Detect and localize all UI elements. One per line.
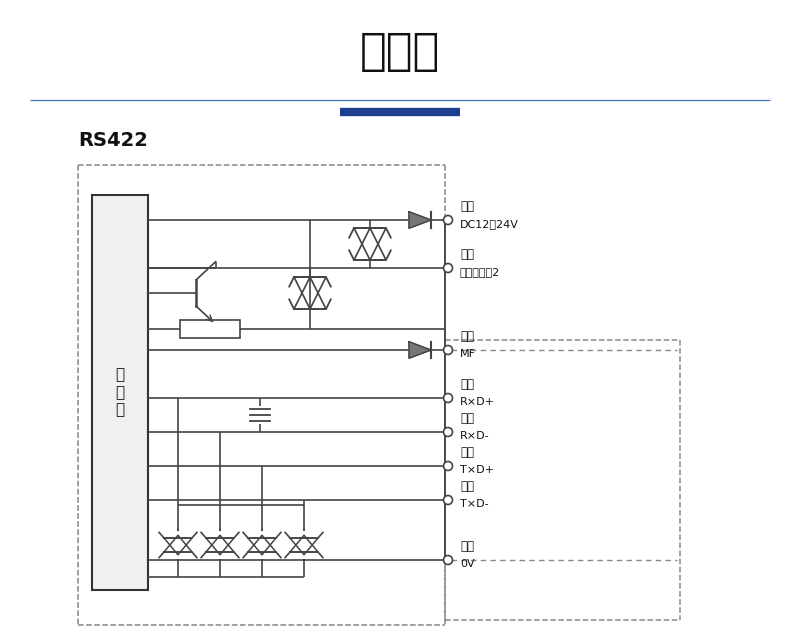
Text: 棕色: 棕色 (460, 201, 474, 213)
Text: T×D+: T×D+ (460, 465, 494, 475)
Text: R×D+: R×D+ (460, 397, 495, 407)
Circle shape (443, 428, 453, 437)
Text: MF: MF (460, 349, 476, 359)
Circle shape (443, 264, 453, 273)
Polygon shape (409, 212, 431, 228)
Text: 主
电
路: 主 电 路 (115, 368, 125, 417)
Polygon shape (409, 341, 431, 358)
Text: 紫色: 紫色 (460, 248, 474, 262)
Text: 灰色: 灰色 (460, 331, 474, 343)
Text: 橙色: 橙色 (460, 379, 474, 392)
Text: 0V: 0V (460, 559, 474, 569)
Text: 粉色: 粉色 (460, 413, 474, 426)
Text: RS422: RS422 (78, 131, 148, 150)
Circle shape (443, 496, 453, 505)
Text: 黑色: 黑色 (460, 446, 474, 460)
Text: 开关量输出2: 开关量输出2 (460, 267, 500, 277)
Text: 蓝色: 蓝色 (460, 541, 474, 554)
Text: 接线图: 接线图 (360, 30, 440, 73)
Circle shape (443, 345, 453, 354)
Text: R×D-: R×D- (460, 431, 490, 441)
Circle shape (443, 394, 453, 403)
Text: DC12～24V: DC12～24V (460, 219, 519, 229)
Circle shape (443, 556, 453, 565)
Text: T×D-: T×D- (460, 499, 489, 509)
Circle shape (443, 462, 453, 471)
Circle shape (443, 215, 453, 224)
Bar (180, 320, 240, 338)
Text: 白色: 白色 (460, 480, 474, 493)
Bar (92, 195, 148, 590)
